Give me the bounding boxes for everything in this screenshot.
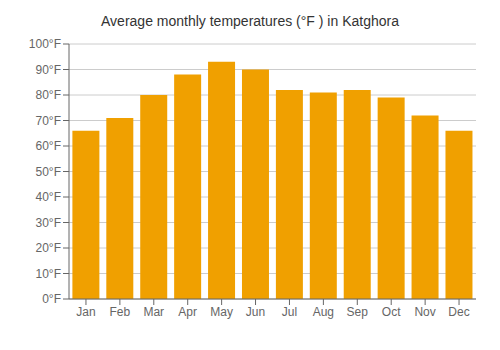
svg-text:30°F: 30°F <box>36 216 61 230</box>
svg-text:10°F: 10°F <box>36 267 61 281</box>
svg-text:50°F: 50°F <box>36 165 61 179</box>
svg-text:Oct: Oct <box>382 305 401 319</box>
svg-text:Jun: Jun <box>246 305 265 319</box>
svg-text:60°F: 60°F <box>36 139 61 153</box>
html-text:Average monthly temperatures (: Average monthly temperatures (°F ) in Ka… <box>101 13 399 29</box>
svg-text:80°F: 80°F <box>36 88 61 102</box>
svg-text:40°F: 40°F <box>36 190 61 204</box>
svg-text:Jul: Jul <box>282 305 297 319</box>
svg-text:May: May <box>210 305 233 319</box>
svg-text:Feb: Feb <box>110 305 131 319</box>
svg-text:Apr: Apr <box>178 305 197 319</box>
svg-text:Nov: Nov <box>414 305 435 319</box>
svg-text:90°F: 90°F <box>36 63 61 77</box>
svg-text:Mar: Mar <box>143 305 164 319</box>
svg-text:100°F: 100°F <box>29 37 61 51</box>
svg-text:Sep: Sep <box>347 305 369 319</box>
svg-text:Jan: Jan <box>76 305 95 319</box>
svg-text:20°F: 20°F <box>36 241 61 255</box>
svg-text:70°F: 70°F <box>36 114 61 128</box>
svg-text:Dec: Dec <box>448 305 469 319</box>
svg-text:Aug: Aug <box>313 305 334 319</box>
svg-text:0°F: 0°F <box>42 292 61 306</box>
